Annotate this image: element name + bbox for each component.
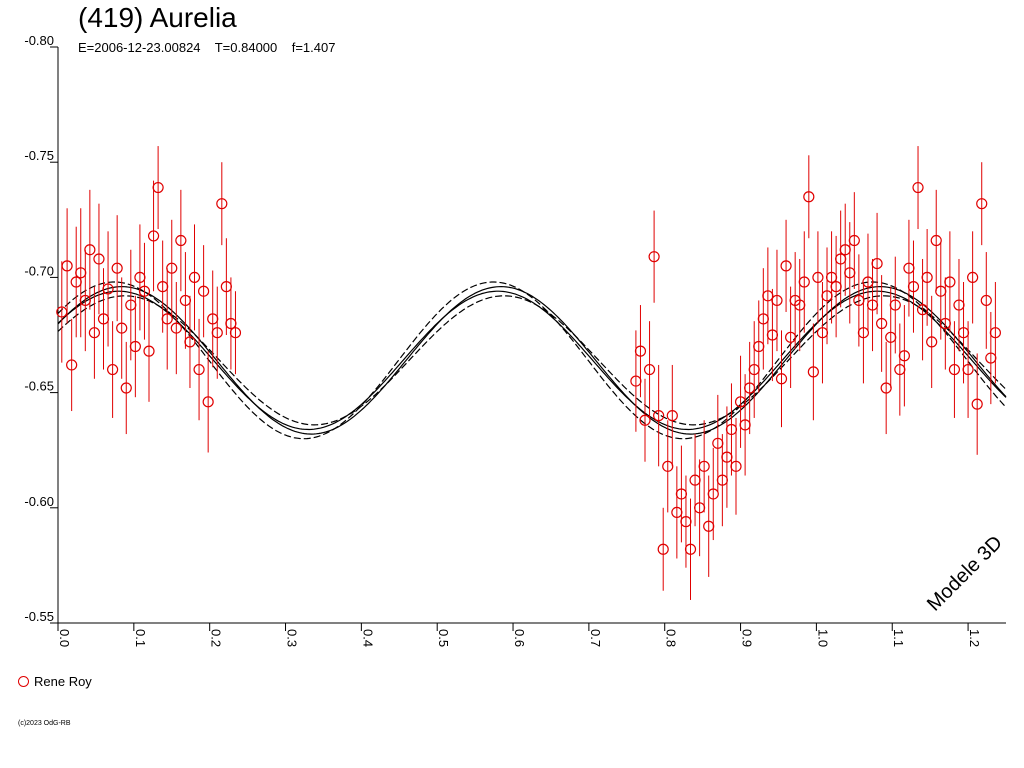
- data-point: [666, 410, 678, 422]
- x-tick-label: 0.0: [57, 629, 72, 647]
- data-point: [88, 327, 101, 339]
- data-point: [138, 285, 151, 297]
- model-curve: [57, 290, 1007, 431]
- data-point: [889, 299, 901, 311]
- data-point: [876, 317, 888, 330]
- data-point: [643, 363, 656, 376]
- data-point: [971, 398, 983, 410]
- data-point: [634, 345, 647, 357]
- data-point: [976, 198, 988, 210]
- model-curve: [57, 281, 1007, 440]
- model-annotation: Modele 3D: [923, 532, 1007, 616]
- y-tick-label: -0.60: [24, 494, 54, 509]
- data-point: [648, 251, 660, 263]
- data-point: [152, 181, 164, 194]
- data-point: [639, 414, 651, 426]
- data-point: [193, 363, 205, 376]
- chart-title: (419) Aurelia: [78, 2, 237, 33]
- x-tick-label: 0.7: [588, 629, 603, 647]
- axes: -0.80 -0.75 -0.70 -0.65 -0.60 -0.550.0 0.1 0.2 0…: [24, 33, 1006, 647]
- x-tick-label: 0.8: [664, 629, 679, 647]
- data-point: [84, 244, 96, 256]
- data-point: [780, 260, 792, 272]
- data-point: [198, 285, 210, 297]
- data-point: [61, 260, 73, 272]
- y-tick-label: -0.55: [24, 609, 54, 624]
- data-point: [848, 234, 860, 247]
- data-point: [93, 253, 105, 265]
- data-point: [812, 271, 824, 283]
- data-point: [980, 294, 992, 307]
- data-point: [129, 340, 141, 353]
- data-point: [143, 345, 155, 357]
- chart-subtitle: E=2006-12-23.00824 T=0.84000 f=1.407: [78, 40, 336, 55]
- data-point: [188, 271, 201, 283]
- data-point: [107, 363, 119, 376]
- data-point: [211, 327, 223, 339]
- data-point: [111, 262, 123, 274]
- data-point: [120, 382, 132, 394]
- x-tick-label: 1.0: [815, 629, 830, 647]
- y-tick-label: -0.65: [24, 379, 54, 394]
- x-tick-label: 0.4: [360, 629, 375, 647]
- x-tick-label: 0.6: [512, 629, 527, 647]
- data-point: [962, 363, 974, 376]
- data-point: [102, 283, 114, 295]
- data-point: [944, 276, 956, 288]
- data-point: [229, 327, 242, 339]
- x-tick-label: 0.1: [133, 629, 148, 647]
- data-point: [803, 191, 815, 203]
- data-point: [161, 313, 173, 325]
- y-tick-label: -0.75: [24, 148, 54, 163]
- x-tick-label: 1.2: [967, 629, 982, 647]
- data-point: [707, 488, 719, 500]
- data-point: [202, 396, 214, 408]
- data-point: [166, 262, 178, 274]
- data-point: [147, 230, 160, 242]
- data-point: [684, 543, 697, 555]
- legend: Rene Roy: [18, 674, 92, 689]
- data-point: [798, 276, 810, 288]
- data-points: [56, 146, 1001, 600]
- y-tick-label: -0.80: [24, 33, 54, 48]
- data-point: [989, 327, 1001, 339]
- data-point: [216, 198, 228, 210]
- data-point: [921, 271, 933, 283]
- data-point: [657, 543, 669, 555]
- data-point: [930, 234, 942, 247]
- model-curve: [57, 295, 1007, 426]
- x-tick-label: 0.2: [209, 629, 224, 647]
- data-point: [116, 322, 128, 334]
- model-curve: [57, 285, 1007, 435]
- data-point: [948, 363, 961, 376]
- legend-marker-icon: [18, 676, 29, 687]
- data-point: [184, 336, 196, 348]
- x-tick-label: 1.1: [891, 629, 906, 647]
- x-tick-label: 0.5: [436, 629, 451, 647]
- legend-label: Rene Roy: [34, 674, 92, 689]
- data-point: [912, 181, 924, 194]
- data-point: [857, 327, 870, 339]
- x-tick-label: 0.9: [740, 629, 755, 647]
- data-point: [775, 373, 788, 385]
- copyright-text: (c)2023 OdG-RB: [18, 720, 71, 727]
- x-tick-label: 0.3: [285, 629, 300, 647]
- data-point: [730, 460, 742, 472]
- data-point: [967, 271, 979, 283]
- data-point: [170, 322, 182, 334]
- data-point: [175, 234, 187, 247]
- data-point: [898, 350, 910, 362]
- data-point: [771, 294, 783, 307]
- data-point: [807, 366, 819, 378]
- data-point: [653, 410, 665, 422]
- data-point: [66, 359, 78, 371]
- data-point: [907, 281, 920, 293]
- model-curves: [57, 281, 1007, 440]
- data-point: [926, 336, 938, 348]
- data-point: [871, 257, 883, 270]
- y-tick-label: -0.70: [24, 263, 54, 278]
- data-point: [698, 460, 710, 472]
